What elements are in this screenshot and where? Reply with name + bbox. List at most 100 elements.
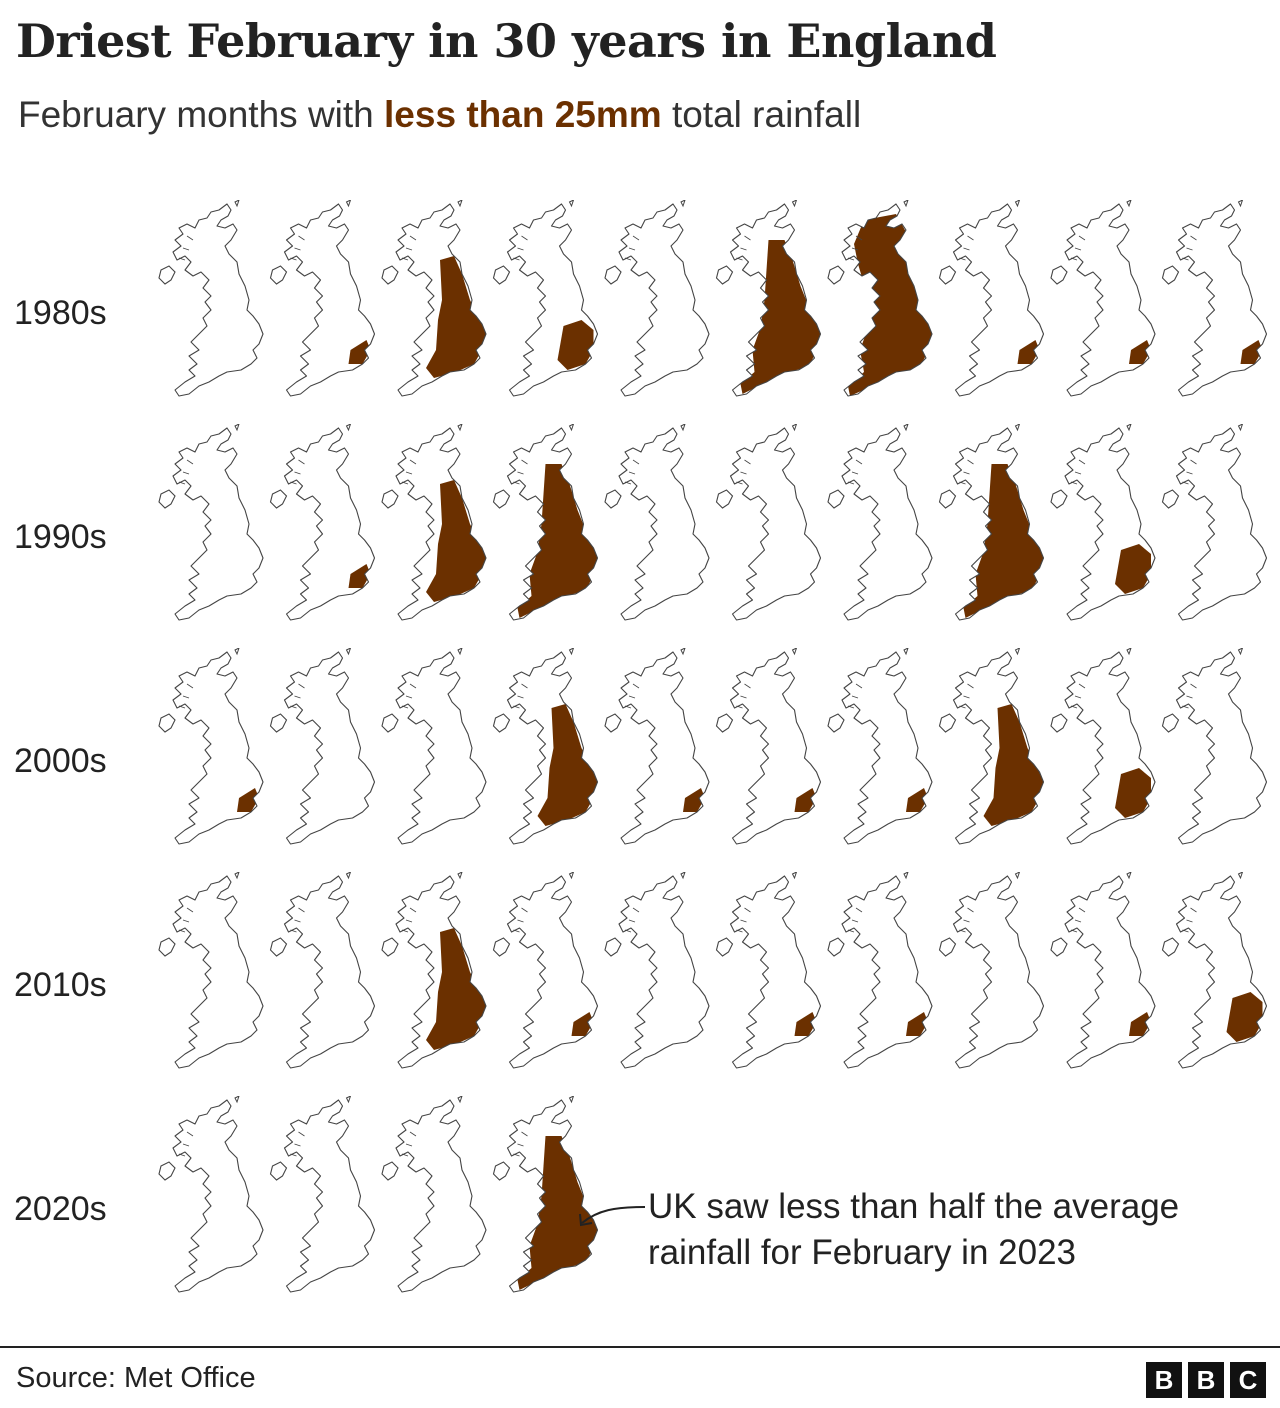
- uk-outline: [715, 872, 822, 1069]
- uk-outline: [1050, 200, 1156, 397]
- dry-area: [906, 1012, 928, 1036]
- annotation-line-2: rainfall for February in 2023: [648, 1233, 1076, 1272]
- year-map: [492, 200, 599, 397]
- year-map: [269, 200, 376, 397]
- uk-outline: [381, 1096, 487, 1293]
- dry-area: [848, 214, 932, 396]
- uk-outline: [1161, 648, 1268, 845]
- subtitle-text-after: total rainfall: [661, 94, 862, 135]
- year-map: [1050, 872, 1156, 1069]
- year-map: [827, 648, 933, 845]
- dry-area: [537, 704, 598, 826]
- year-map: [604, 424, 710, 621]
- dry-area: [426, 928, 486, 1050]
- dry-area: [426, 256, 486, 378]
- year-map: [492, 424, 599, 621]
- year-map: [492, 872, 599, 1069]
- year-map: [1161, 424, 1268, 621]
- uk-outline: [1050, 648, 1156, 845]
- year-map: [492, 648, 599, 845]
- year-map: [158, 648, 264, 845]
- dry-area: [1115, 768, 1151, 818]
- uk-outline: [269, 872, 376, 1069]
- dry-area: [740, 240, 821, 394]
- dry-area: [794, 1012, 817, 1036]
- uk-outline: [827, 424, 933, 621]
- year-map: [715, 200, 822, 397]
- year-map: [715, 648, 822, 845]
- uk-outline: [381, 648, 487, 845]
- uk-outline: [1050, 424, 1156, 621]
- year-map: [158, 200, 264, 397]
- year-map: [269, 424, 376, 621]
- uk-outline: [158, 1096, 264, 1293]
- uk-outline: [604, 200, 710, 397]
- subtitle-highlight: less than 25mm: [384, 94, 662, 135]
- year-map: [1050, 200, 1156, 397]
- uk-outline: [269, 200, 376, 397]
- decade-label: 1980s: [14, 294, 107, 332]
- uk-outline: [938, 872, 1045, 1069]
- dry-area: [1129, 1012, 1151, 1036]
- uk-outline: [604, 424, 710, 621]
- uk-outline: [492, 200, 599, 397]
- logo-letter: B: [1146, 1362, 1182, 1398]
- dry-area: [557, 320, 594, 370]
- year-map: [381, 872, 487, 1069]
- dry-area: [963, 464, 1044, 618]
- dry-area: [906, 788, 928, 812]
- year-map: [1050, 648, 1156, 845]
- year-map: [269, 648, 376, 845]
- dry-area: [1017, 340, 1040, 364]
- source-label: Source: Met Office: [16, 1362, 256, 1394]
- year-map: [938, 872, 1045, 1069]
- year-map: [381, 424, 487, 621]
- uk-outline: [1161, 200, 1268, 397]
- uk-outline: [158, 872, 264, 1069]
- uk-outline: [1161, 872, 1268, 1069]
- year-map: [381, 1096, 487, 1293]
- dry-area: [348, 564, 371, 588]
- uk-outline: [1161, 424, 1268, 621]
- year-map: [715, 424, 822, 621]
- year-map: [1161, 872, 1268, 1069]
- year-map: [827, 872, 933, 1069]
- year-map: [938, 424, 1045, 621]
- uk-outline: [827, 648, 933, 845]
- annotation-text: UK saw less than half the average rainfa…: [648, 1184, 1179, 1276]
- annotation-arrowhead: [579, 1213, 593, 1227]
- decade-label: 2010s: [14, 966, 107, 1004]
- year-map: [492, 1096, 599, 1293]
- year-map: [827, 424, 933, 621]
- year-map: [381, 200, 487, 397]
- dry-area: [1129, 340, 1151, 364]
- dry-area: [571, 1012, 594, 1036]
- annotation-arrow: [581, 1206, 646, 1224]
- uk-outline: [604, 872, 710, 1069]
- uk-outline: [938, 200, 1045, 397]
- year-map: [158, 872, 264, 1069]
- year-map: [381, 648, 487, 845]
- chart-title: Driest February in 30 years in England: [16, 14, 997, 68]
- year-map: [827, 200, 933, 397]
- year-map: [269, 1096, 376, 1293]
- dry-area: [1240, 340, 1263, 364]
- year-map: [604, 872, 710, 1069]
- dry-area: [517, 464, 598, 618]
- uk-outline: [604, 648, 710, 845]
- uk-outline: [715, 648, 822, 845]
- map-grid: 1980s 1990s 2000s 2010s 2020s: [14, 200, 1268, 1293]
- year-map: [1161, 200, 1268, 397]
- year-map: [938, 648, 1045, 845]
- logo-letter: C: [1230, 1362, 1266, 1398]
- uk-outline: [269, 648, 376, 845]
- year-map: [158, 424, 264, 621]
- dry-area: [983, 704, 1044, 826]
- dry-area: [1226, 992, 1263, 1042]
- uk-outline: [715, 424, 822, 621]
- uk-outline: [158, 200, 264, 397]
- uk-outline: [1050, 872, 1156, 1069]
- dry-area: [794, 788, 817, 812]
- year-map: [1050, 424, 1156, 621]
- year-map: [158, 1096, 264, 1293]
